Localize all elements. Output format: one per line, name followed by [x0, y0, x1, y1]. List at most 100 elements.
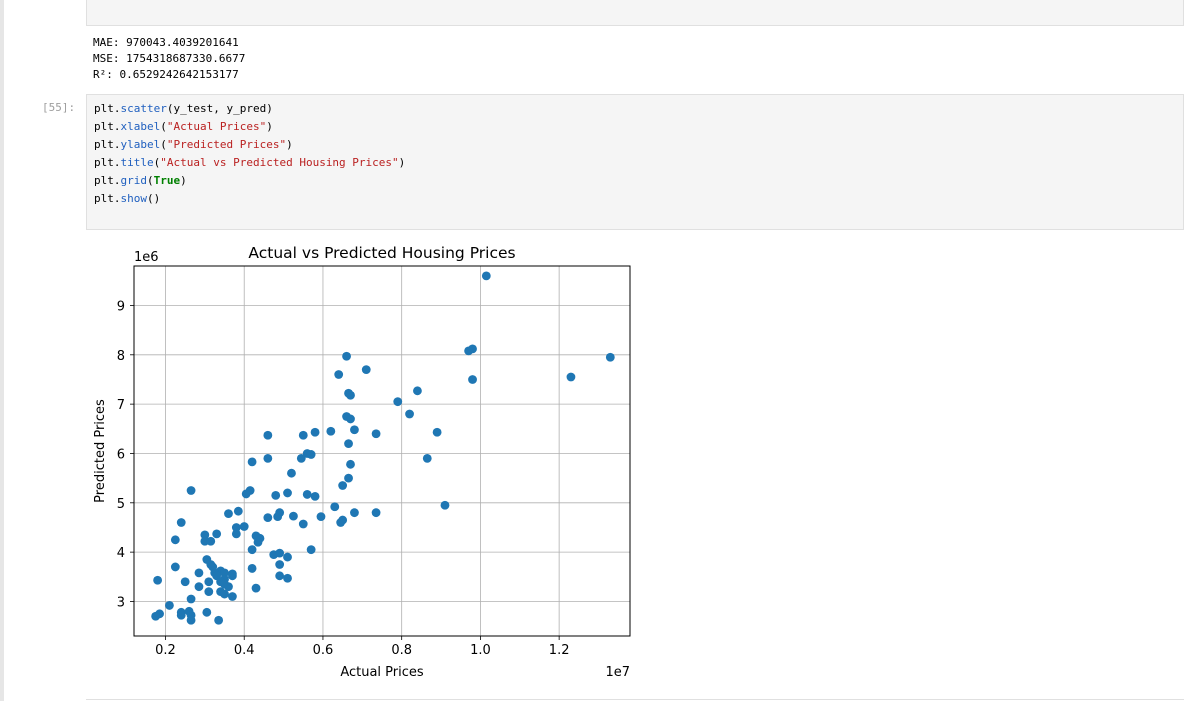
- data-point: [336, 518, 346, 527]
- code-token: title: [120, 156, 154, 169]
- data-point: [275, 571, 285, 581]
- data-point: [180, 577, 190, 587]
- code-token: ylabel: [120, 138, 161, 151]
- data-point: [306, 545, 316, 555]
- x-tick-label: 0.2: [155, 643, 176, 658]
- data-point: [468, 375, 477, 384]
- code-token: plt: [94, 120, 114, 133]
- data-point: [214, 615, 224, 625]
- data-point: [413, 386, 422, 396]
- code-editor[interactable]: plt.scatter(y_test, y_pred) plt.xlabel("A…: [94, 100, 405, 208]
- code-line: plt.grid(True): [94, 172, 405, 190]
- code-token: (): [147, 192, 161, 205]
- data-point: [247, 564, 257, 573]
- data-point: [275, 560, 285, 569]
- x-tick-label: 1.2: [549, 643, 570, 658]
- code-token: scatter: [120, 102, 167, 115]
- code-token: plt: [94, 156, 114, 169]
- data-point: [224, 509, 233, 519]
- data-point: [231, 523, 241, 532]
- code-token: "Predicted Prices": [166, 138, 287, 151]
- data-point: [176, 518, 186, 527]
- data-point: [283, 552, 292, 562]
- data-point: [296, 454, 306, 463]
- left-rail: [0, 0, 4, 701]
- code-token: plt: [94, 174, 114, 187]
- x-offset-label: 1e7: [605, 665, 630, 680]
- data-point: [170, 535, 180, 545]
- code-token: .: [113, 102, 121, 115]
- data-point: [350, 508, 359, 518]
- data-point: [405, 409, 414, 419]
- code-token: ): [286, 138, 293, 151]
- data-point: [271, 491, 281, 500]
- code-token: (: [160, 138, 167, 151]
- data-point: [344, 473, 353, 483]
- data-point: [371, 508, 381, 518]
- y-tick-label: 9: [117, 299, 125, 314]
- data-point: [289, 511, 298, 521]
- data-point: [275, 548, 285, 558]
- code-token: .: [113, 156, 121, 169]
- data-point: [194, 582, 204, 592]
- code-line: plt.title("Actual vs Predicted Housing P…: [94, 154, 405, 172]
- data-point: [263, 454, 273, 463]
- data-point: [247, 545, 257, 555]
- code-token: show: [120, 192, 148, 205]
- chart-title: Actual vs Predicted Housing Prices: [248, 244, 515, 262]
- data-point: [393, 397, 403, 407]
- data-point: [326, 426, 336, 436]
- code-token: plt: [94, 192, 114, 205]
- code-token: plt: [94, 138, 114, 151]
- data-point: [233, 506, 243, 516]
- y-tick-label: 5: [117, 497, 125, 512]
- data-point: [202, 607, 212, 617]
- plot-frame: [133, 265, 631, 637]
- data-point: [206, 536, 216, 546]
- data-point: [330, 502, 340, 512]
- data-point: [464, 346, 474, 356]
- plot-output: 0.2 0.4 0.6 0.8 1.0 1.2 3 4 5 6 7 8 9 Actual vs Predi…: [86, 236, 646, 686]
- data-point: [176, 610, 186, 620]
- data-point: [241, 489, 251, 499]
- code-token: grid: [120, 174, 148, 187]
- x-tick-label: 1.0: [470, 643, 491, 658]
- x-axis-label: Actual Prices: [340, 665, 424, 680]
- data-point: [481, 271, 491, 281]
- data-point: [432, 427, 442, 437]
- code-token: .: [113, 120, 121, 133]
- x-tick-label: 0.8: [391, 643, 412, 658]
- y-tick-label: 6: [117, 447, 125, 462]
- code-token: (: [147, 174, 154, 187]
- mae-line: MAE: 970043.4039201641: [93, 36, 239, 49]
- data-point: [153, 575, 163, 585]
- code-line: plt.ylabel("Predicted Prices"): [94, 136, 405, 154]
- data-point: [316, 512, 326, 522]
- data-point: [298, 519, 308, 529]
- data-point: [350, 425, 359, 435]
- code-token: .: [113, 192, 121, 205]
- previous-code-cell[interactable]: [86, 0, 1184, 26]
- code-cell[interactable]: plt.scatter(y_test, y_pred) plt.xlabel("A…: [86, 94, 1184, 230]
- code-token: ): [266, 120, 273, 133]
- x-tick-label: 0.6: [313, 643, 334, 658]
- data-point: [247, 457, 257, 467]
- data-point: [440, 500, 450, 510]
- data-point: [231, 529, 241, 539]
- r2-line: R²: 0.6529242642153177: [93, 68, 239, 81]
- code-line: plt.xlabel("Actual Prices"): [94, 118, 405, 136]
- data-point: [338, 481, 348, 490]
- data-point: [204, 587, 214, 596]
- data-point: [224, 582, 233, 592]
- data-point: [165, 601, 174, 610]
- code-token: "Actual Prices": [166, 120, 267, 133]
- data-point: [186, 486, 196, 495]
- data-point: [239, 522, 249, 531]
- code-line: plt.show(): [94, 190, 405, 208]
- data-point: [220, 589, 229, 599]
- data-point: [342, 351, 351, 361]
- code-token: ): [398, 156, 406, 169]
- y-tick-label: 7: [117, 398, 125, 413]
- data-point: [204, 577, 214, 587]
- code-token: (: [153, 156, 161, 169]
